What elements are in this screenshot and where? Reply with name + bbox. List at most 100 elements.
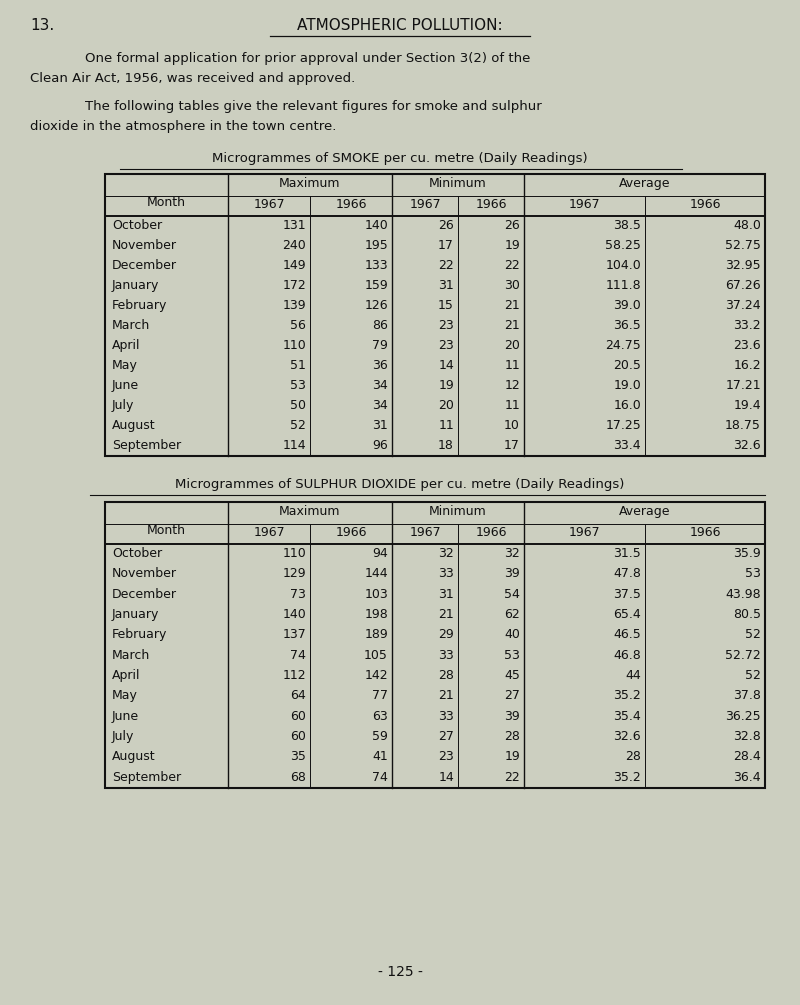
Text: 28: 28 (625, 751, 641, 764)
Text: April: April (112, 339, 141, 352)
Text: 159: 159 (364, 279, 388, 292)
Text: 52: 52 (745, 628, 761, 641)
Text: 11: 11 (438, 419, 454, 432)
Text: 1966: 1966 (690, 526, 721, 539)
Text: Minimum: Minimum (429, 177, 487, 190)
Text: 114: 114 (282, 439, 306, 452)
Text: October: October (112, 547, 162, 560)
Text: 18.75: 18.75 (725, 419, 761, 432)
Text: 131: 131 (282, 219, 306, 232)
Text: 19: 19 (504, 239, 520, 252)
Text: 33: 33 (438, 648, 454, 661)
Text: 94: 94 (372, 547, 388, 560)
Text: 96: 96 (372, 439, 388, 452)
Text: 240: 240 (282, 239, 306, 252)
Text: 31: 31 (438, 279, 454, 292)
Text: 126: 126 (364, 299, 388, 312)
Text: 12: 12 (504, 379, 520, 392)
Text: November: November (112, 239, 177, 252)
Text: Maximum: Maximum (279, 177, 341, 190)
Text: 105: 105 (364, 648, 388, 661)
Text: 36.5: 36.5 (614, 319, 641, 332)
Text: 44: 44 (626, 669, 641, 682)
Text: August: August (112, 751, 156, 764)
Text: 149: 149 (282, 259, 306, 272)
Text: 32.95: 32.95 (726, 259, 761, 272)
Text: 37.24: 37.24 (726, 299, 761, 312)
Text: 1966: 1966 (690, 198, 721, 211)
Text: 50: 50 (290, 399, 306, 412)
Text: 19: 19 (438, 379, 454, 392)
Text: 86: 86 (372, 319, 388, 332)
Text: 16.2: 16.2 (734, 359, 761, 372)
Text: 139: 139 (282, 299, 306, 312)
Text: August: August (112, 419, 156, 432)
Text: 53: 53 (290, 379, 306, 392)
Text: 110: 110 (282, 547, 306, 560)
Text: 32: 32 (504, 547, 520, 560)
Text: December: December (112, 259, 177, 272)
Text: 62: 62 (504, 608, 520, 621)
Text: 1967: 1967 (409, 526, 441, 539)
Text: 1966: 1966 (335, 198, 366, 211)
Text: 19.0: 19.0 (614, 379, 641, 392)
Text: 14: 14 (438, 359, 454, 372)
Text: 56: 56 (290, 319, 306, 332)
Text: Month: Month (147, 524, 186, 537)
Text: 23: 23 (438, 319, 454, 332)
Text: May: May (112, 359, 138, 372)
Text: 35.4: 35.4 (614, 710, 641, 723)
Text: dioxide in the atmosphere in the town centre.: dioxide in the atmosphere in the town ce… (30, 120, 336, 133)
Text: 79: 79 (372, 339, 388, 352)
Text: 195: 195 (364, 239, 388, 252)
Text: 1967: 1967 (253, 526, 285, 539)
Text: October: October (112, 219, 162, 232)
Text: 26: 26 (504, 219, 520, 232)
Text: 31: 31 (438, 588, 454, 601)
Text: 22: 22 (438, 259, 454, 272)
Text: March: March (112, 319, 150, 332)
Text: 54: 54 (504, 588, 520, 601)
Text: 35.2: 35.2 (614, 771, 641, 784)
Text: 10: 10 (504, 419, 520, 432)
Text: 68: 68 (290, 771, 306, 784)
Text: 14: 14 (438, 771, 454, 784)
Text: 28: 28 (504, 730, 520, 743)
Text: September: September (112, 771, 181, 784)
Text: 1967: 1967 (253, 198, 285, 211)
Text: 53: 53 (504, 648, 520, 661)
Text: 53: 53 (745, 568, 761, 580)
Text: 1967: 1967 (569, 526, 600, 539)
Text: 189: 189 (364, 628, 388, 641)
Text: 32: 32 (438, 547, 454, 560)
Text: 37.8: 37.8 (733, 689, 761, 702)
Text: September: September (112, 439, 181, 452)
Text: 35: 35 (290, 751, 306, 764)
Text: November: November (112, 568, 177, 580)
Text: 39.0: 39.0 (614, 299, 641, 312)
Text: June: June (112, 710, 139, 723)
Text: 19.4: 19.4 (734, 399, 761, 412)
Text: Maximum: Maximum (279, 505, 341, 518)
Text: 59: 59 (372, 730, 388, 743)
Text: 21: 21 (438, 608, 454, 621)
Text: Clean Air Act, 1956, was received and approved.: Clean Air Act, 1956, was received and ap… (30, 72, 355, 85)
Text: 20.5: 20.5 (613, 359, 641, 372)
Text: 21: 21 (504, 319, 520, 332)
Text: May: May (112, 689, 138, 702)
Text: 80.5: 80.5 (733, 608, 761, 621)
Text: 74: 74 (372, 771, 388, 784)
Text: February: February (112, 628, 167, 641)
Text: - 125 -: - 125 - (378, 965, 422, 979)
Text: 33.4: 33.4 (614, 439, 641, 452)
Text: 77: 77 (372, 689, 388, 702)
Text: 15: 15 (438, 299, 454, 312)
Text: 67.26: 67.26 (726, 279, 761, 292)
Text: 144: 144 (364, 568, 388, 580)
Text: 35.2: 35.2 (614, 689, 641, 702)
Text: 17: 17 (438, 239, 454, 252)
Text: 51: 51 (290, 359, 306, 372)
Text: 21: 21 (504, 299, 520, 312)
Text: 63: 63 (372, 710, 388, 723)
Text: 18: 18 (438, 439, 454, 452)
